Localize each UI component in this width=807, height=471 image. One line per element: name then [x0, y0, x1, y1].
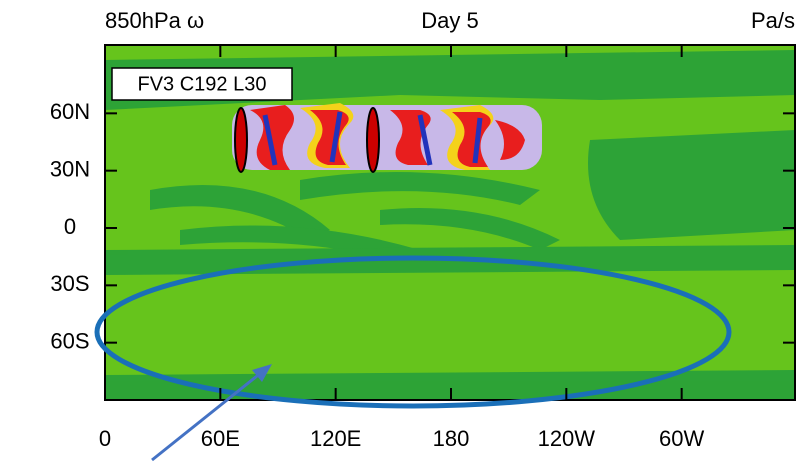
x-tick-label: 60W — [659, 426, 704, 451]
chart-title: Day 5 — [421, 8, 478, 33]
y-tick-label: 30S — [50, 271, 89, 296]
x-tick-label: 60E — [201, 426, 240, 451]
right-title: Pa/s — [751, 8, 795, 33]
left-title: 850hPa ω — [105, 8, 204, 33]
highlight-ellipse — [94, 255, 732, 409]
arrow-head — [252, 364, 272, 382]
label-box — [111, 67, 293, 101]
y-tick-label: 30N — [50, 156, 90, 181]
y-tick-label: 60S — [50, 328, 89, 353]
x-tick-label: 180 — [433, 426, 470, 451]
arrow-shaft — [151, 370, 263, 462]
y-tick-label: 0 — [64, 214, 76, 239]
x-tick-label: 120W — [538, 426, 596, 451]
model-label: FV3 C192 L30 — [138, 73, 267, 95]
storm-region — [232, 103, 542, 173]
x-tick-label: 120E — [310, 426, 361, 451]
y-tick-label: 60N — [50, 99, 90, 124]
x-tick-label: 0 — [99, 426, 111, 451]
field — [105, 45, 795, 400]
